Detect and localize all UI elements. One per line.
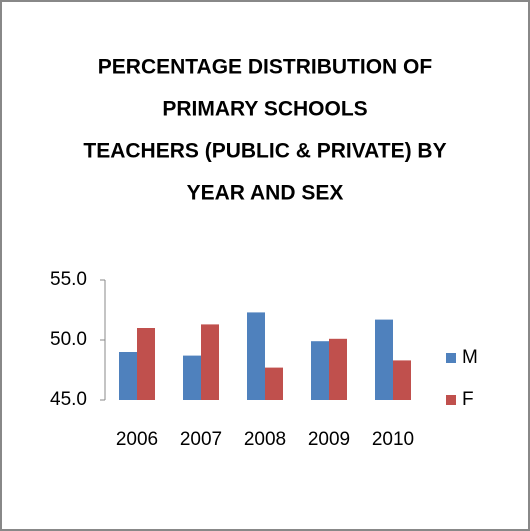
legend-swatch (446, 395, 456, 405)
bar (311, 341, 329, 400)
bar (183, 355, 201, 400)
bar (329, 338, 347, 400)
x-tick-label: 2010 (372, 429, 414, 450)
chart-title: PRIMARY SCHOOLS (162, 98, 367, 121)
x-tick-label: 2008 (244, 429, 286, 450)
bar (137, 328, 155, 400)
y-tick-label: 45.0 (50, 389, 87, 410)
x-tick-label: 2007 (180, 429, 222, 450)
chart-title: YEAR AND SEX (187, 182, 344, 205)
bar (265, 367, 283, 400)
bar (393, 360, 411, 400)
bar (247, 312, 265, 400)
legend-swatch (446, 353, 456, 363)
y-tick-label: 55.0 (50, 269, 87, 290)
legend-label: M (462, 347, 478, 368)
bar (119, 352, 137, 400)
x-tick-label: 2009 (308, 429, 350, 450)
chart-title: PERCENTAGE DISTRIBUTION OF (98, 56, 433, 79)
chart-title: TEACHERS (PUBLIC & PRIVATE) BY (83, 140, 446, 163)
y-tick-label: 50.0 (50, 329, 87, 350)
bar (375, 319, 393, 400)
x-tick-label: 2006 (116, 429, 158, 450)
legend-label: F (462, 389, 474, 410)
bar (201, 324, 219, 400)
